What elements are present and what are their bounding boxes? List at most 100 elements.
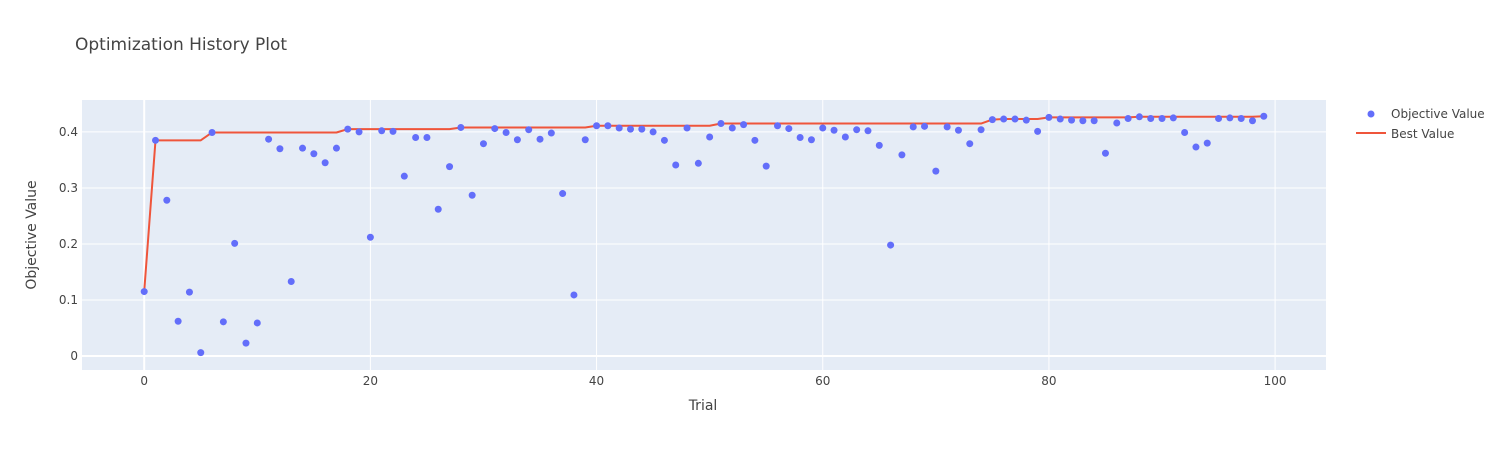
legend-item-best-value[interactable]: Best Value (1356, 127, 1454, 141)
objective-value-point (977, 126, 985, 134)
objective-value-point (864, 127, 872, 135)
x-tick-label: 0 (140, 374, 148, 388)
objective-value-point (513, 136, 521, 144)
objective-value-point (706, 133, 714, 141)
best-value-line (143, 115, 1264, 292)
objective-value-point (310, 150, 318, 158)
objective-value-point (1056, 115, 1064, 123)
objective-value-point (728, 124, 736, 132)
objective-value-point (898, 151, 906, 159)
objective-value-point (174, 317, 182, 325)
objective-value-point (966, 140, 974, 148)
objective-value-point (740, 121, 748, 129)
objective-value-point (875, 141, 883, 149)
objective-value-point (355, 128, 363, 136)
objective-value-point (774, 122, 782, 130)
objective-value-point (796, 134, 804, 142)
objective-value-point (457, 123, 465, 131)
objective-value-point (525, 126, 533, 134)
objective-value-point (412, 134, 420, 142)
objective-value-point (332, 144, 340, 152)
x-tick-label: 60 (815, 374, 830, 388)
objective-value-point (841, 133, 849, 141)
objective-value-point (366, 233, 374, 241)
objective-value-point (242, 339, 250, 347)
objective-value-point (163, 196, 171, 204)
objective-value-point (672, 161, 680, 169)
objective-value-point (943, 123, 951, 131)
objective-value-point (1215, 114, 1223, 122)
objective-value-point (344, 125, 352, 133)
objective-value-point (219, 318, 227, 326)
objective-value-point (921, 122, 929, 130)
objective-value-point (547, 129, 555, 137)
objective-value-point (253, 319, 261, 327)
objective-value-point (819, 124, 827, 132)
y-tick-label: 0.1 (59, 293, 78, 307)
objective-value-point (208, 128, 216, 136)
objective-value-point (265, 135, 273, 143)
legend[interactable]: Objective Value Best Value (1356, 107, 1485, 141)
x-axis-label: Trial (688, 398, 718, 414)
objective-value-point (581, 136, 589, 144)
objective-value-point (1192, 143, 1200, 151)
objective-value-point (559, 190, 567, 198)
objective-value-point (683, 124, 691, 132)
objective-value-point (830, 126, 838, 134)
legend-item-objective-value[interactable]: Objective Value (1367, 107, 1485, 121)
objective-value-point (1248, 117, 1256, 125)
y-tick-label: 0.4 (59, 125, 78, 139)
y-tick-label: 0 (70, 349, 78, 363)
objective-value-series (140, 112, 1268, 357)
objective-value-point (593, 122, 601, 130)
objective-value-point (491, 125, 499, 133)
objective-value-point (185, 288, 193, 296)
objective-value-point (988, 116, 996, 124)
objective-value-point (638, 125, 646, 133)
objective-value-point (1034, 127, 1042, 135)
objective-value-point (479, 140, 487, 148)
x-axis-ticks: 0 20 40 60 80 100 (140, 374, 1286, 388)
y-axis-ticks: 0 0.1 0.2 0.3 0.4 (59, 125, 78, 363)
objective-value-point (1203, 139, 1211, 147)
objective-value-point (807, 136, 815, 144)
objective-value-point (1135, 113, 1143, 121)
objective-value-point (604, 122, 612, 130)
objective-value-point (1090, 117, 1098, 125)
legend-marker-icon (1367, 110, 1375, 118)
objective-value-point (1079, 117, 1087, 125)
legend-label-objective-value: Objective Value (1391, 107, 1485, 121)
objective-value-point (570, 291, 578, 299)
objective-value-point (1260, 112, 1268, 120)
objective-value-point (1045, 113, 1053, 121)
x-tick-label: 20 (363, 374, 378, 388)
objective-value-point (1147, 114, 1155, 122)
chart-title: Optimization History Plot (75, 35, 287, 55)
objective-value-point (536, 135, 544, 143)
objective-value-point (152, 136, 160, 144)
objective-value-point (1000, 115, 1008, 123)
legend-label-best-value: Best Value (1391, 127, 1454, 141)
objective-value-point (423, 134, 431, 142)
objective-value-point (1158, 114, 1166, 122)
objective-value-point (751, 136, 759, 144)
x-tick-label: 40 (589, 374, 604, 388)
objective-value-point (853, 126, 861, 134)
x-tick-label: 80 (1041, 374, 1056, 388)
plot-area (82, 100, 1326, 370)
objective-value-point (717, 120, 725, 128)
objective-value-point (1022, 116, 1030, 124)
objective-value-point (649, 128, 657, 136)
objective-value-point (197, 349, 205, 357)
objective-value-point (660, 136, 668, 144)
objective-value-point (434, 205, 442, 213)
objective-value-point (785, 125, 793, 133)
objective-value-point (1068, 116, 1076, 124)
objective-value-point (502, 128, 510, 136)
objective-value-point (909, 123, 917, 131)
objective-value-point (1181, 128, 1189, 136)
objective-value-point (954, 126, 962, 134)
objective-value-point (231, 239, 239, 247)
objective-value-point (287, 277, 295, 285)
